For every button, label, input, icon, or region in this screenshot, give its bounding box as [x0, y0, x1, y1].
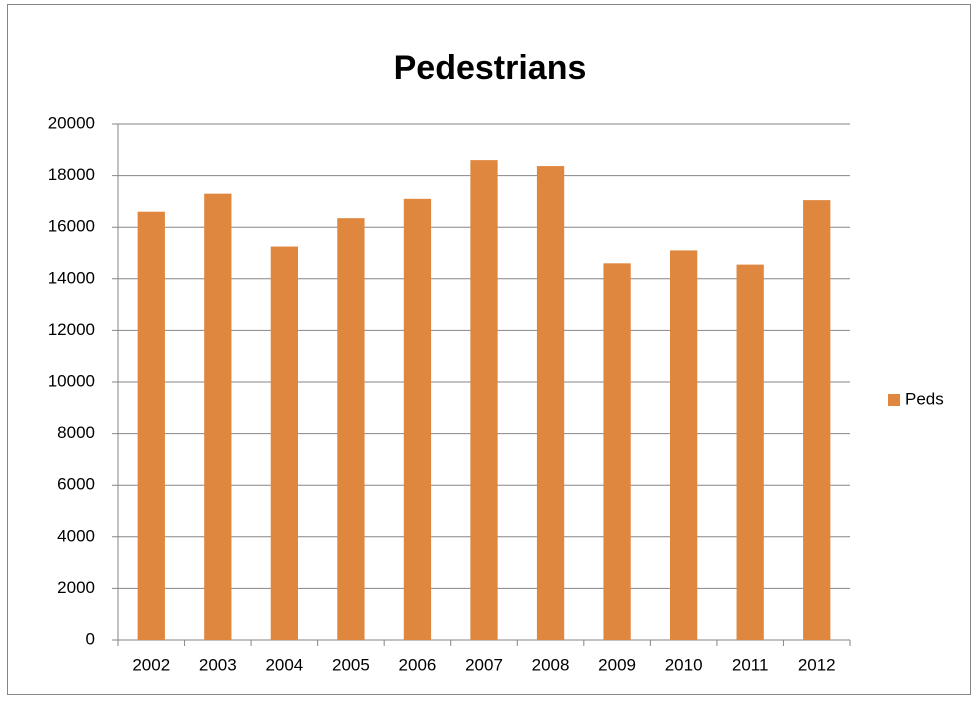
y-tick-label: 20000 — [48, 113, 95, 132]
y-tick-label: 8000 — [57, 423, 95, 442]
x-tick-label: 2006 — [399, 655, 437, 674]
x-tick-label: 2003 — [199, 655, 237, 674]
y-tick-label: 6000 — [57, 475, 95, 494]
bar — [337, 218, 365, 641]
chart-title: Pedestrians — [394, 49, 587, 87]
x-tick-label: 2007 — [465, 655, 503, 674]
legend-label: Peds — [905, 389, 944, 408]
y-tick-label: 18000 — [48, 165, 95, 184]
x-tick-label: 2010 — [665, 655, 703, 674]
x-tick-label: 2008 — [532, 655, 570, 674]
y-tick-label: 10000 — [48, 371, 95, 390]
x-tick-label: 2012 — [798, 655, 836, 674]
bar — [470, 160, 498, 640]
bar — [736, 264, 764, 640]
bar — [403, 198, 432, 640]
y-tick-label: 14000 — [48, 268, 95, 287]
x-tick-label: 2005 — [332, 655, 370, 674]
x-tick-label: 2009 — [598, 655, 636, 674]
y-tick-label: 0 — [86, 629, 95, 648]
legend-swatch — [888, 394, 900, 406]
bar — [536, 166, 565, 640]
x-tick-label: 2011 — [732, 655, 769, 674]
y-tick-label: 12000 — [48, 320, 95, 339]
x-tick-label: 2004 — [265, 655, 303, 674]
y-tick-label: 4000 — [57, 526, 95, 545]
bar — [603, 263, 631, 640]
x-tick-label: 2002 — [132, 655, 170, 674]
bar — [669, 250, 698, 641]
bar — [204, 193, 232, 640]
y-tick-label: 16000 — [48, 217, 95, 236]
bar — [137, 211, 165, 640]
y-tick-label: 2000 — [57, 578, 95, 597]
bar — [270, 246, 299, 641]
bar — [803, 200, 831, 641]
